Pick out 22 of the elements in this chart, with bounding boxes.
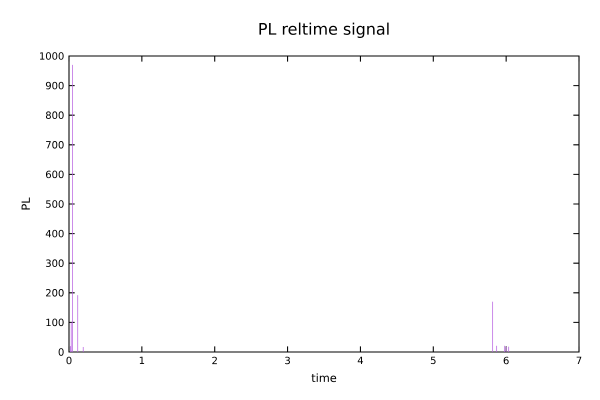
y-tick-label: 400 — [46, 230, 64, 238]
y-tick-label: 900 — [46, 82, 64, 90]
x-tick-label: 6 — [504, 356, 509, 364]
y-tick-label: 800 — [46, 111, 64, 119]
y-tick-label: 700 — [46, 141, 64, 149]
y-tick-label: 100 — [46, 318, 64, 326]
y-tick-label: 0 — [58, 348, 64, 356]
y-tick-label: 500 — [46, 200, 64, 208]
y-tick-label: 600 — [46, 170, 64, 178]
y-axis-title: PL — [22, 198, 30, 210]
x-axis-title: time — [312, 373, 336, 382]
x-tick-label: 3 — [285, 356, 290, 364]
y-tick-label: 1000 — [40, 52, 64, 60]
x-tick-label: 7 — [576, 356, 582, 364]
x-tick-label: 0 — [66, 356, 72, 364]
x-tick-label: 5 — [430, 356, 436, 364]
y-tick-label: 300 — [46, 259, 64, 267]
chart-title: PL reltime signal — [259, 22, 389, 38]
x-tick-label: 1 — [140, 356, 144, 364]
y-tick-label: 200 — [46, 289, 64, 297]
x-tick-label: 4 — [358, 356, 364, 364]
x-tick-label: 2 — [212, 356, 217, 364]
